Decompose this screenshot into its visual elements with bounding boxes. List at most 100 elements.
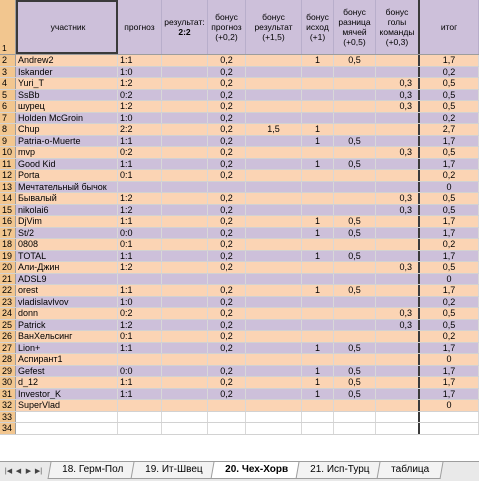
table-cell[interactable]: Investor_K — [16, 388, 118, 399]
table-cell[interactable] — [162, 216, 208, 227]
table-cell[interactable]: 1 — [302, 216, 334, 227]
table-cell[interactable]: 0,5 — [334, 158, 376, 169]
table-cell[interactable]: 0 — [420, 354, 479, 365]
table-cell[interactable] — [162, 89, 208, 100]
table-cell[interactable]: 1 — [302, 55, 334, 66]
table-cell[interactable] — [246, 400, 302, 411]
table-cell[interactable] — [246, 239, 302, 250]
table-cell[interactable] — [246, 78, 302, 89]
table-cell[interactable] — [246, 112, 302, 123]
table-cell[interactable]: 0,2 — [208, 296, 246, 307]
row-number[interactable]: 10 — [0, 147, 16, 158]
table-cell[interactable]: 0,5 — [420, 89, 479, 100]
table-cell[interactable] — [334, 101, 376, 112]
table-cell[interactable]: 0,5 — [420, 78, 479, 89]
table-cell[interactable]: 2:2 — [118, 124, 162, 135]
table-cell[interactable] — [162, 158, 208, 169]
table-cell[interactable]: 0,2 — [208, 308, 246, 319]
row-number[interactable]: 17 — [0, 227, 16, 238]
table-cell[interactable] — [162, 331, 208, 342]
table-cell[interactable] — [334, 204, 376, 215]
table-cell[interactable] — [334, 193, 376, 204]
row-number[interactable]: 12 — [0, 170, 16, 181]
table-cell[interactable] — [376, 273, 420, 284]
table-cell[interactable] — [208, 411, 246, 422]
table-cell[interactable] — [246, 342, 302, 353]
table-cell[interactable]: 0,3 — [376, 319, 420, 330]
table-cell[interactable]: Yuri_T — [16, 78, 118, 89]
row-number[interactable]: 26 — [0, 331, 16, 342]
table-cell[interactable]: 0,2 — [420, 112, 479, 123]
row-number[interactable]: 3 — [0, 66, 16, 77]
table-cell[interactable] — [334, 239, 376, 250]
table-cell[interactable] — [246, 147, 302, 158]
table-cell[interactable] — [246, 216, 302, 227]
table-cell[interactable] — [334, 319, 376, 330]
table-cell[interactable] — [334, 78, 376, 89]
table-cell[interactable] — [246, 423, 302, 434]
table-cell[interactable]: 1:1 — [118, 342, 162, 353]
row-number[interactable]: 30 — [0, 377, 16, 388]
table-cell[interactable]: 1 — [302, 388, 334, 399]
table-cell[interactable] — [162, 250, 208, 261]
table-cell[interactable]: 0,3 — [376, 308, 420, 319]
table-cell[interactable]: 0,5 — [334, 365, 376, 376]
table-cell[interactable] — [246, 250, 302, 261]
row-number[interactable]: 29 — [0, 365, 16, 376]
table-cell[interactable] — [376, 423, 420, 434]
table-cell[interactable] — [334, 273, 376, 284]
table-cell[interactable]: 0,2 — [420, 66, 479, 77]
table-cell[interactable]: 0,2 — [208, 262, 246, 273]
table-cell[interactable] — [246, 101, 302, 112]
table-cell[interactable] — [208, 400, 246, 411]
table-cell[interactable]: 0,3 — [376, 193, 420, 204]
table-cell[interactable]: donn — [16, 308, 118, 319]
last-sheet-icon[interactable]: ▶| — [34, 468, 43, 475]
row-number[interactable]: 27 — [0, 342, 16, 353]
sheet-tab[interactable]: 18. Герм-Пол — [47, 462, 138, 479]
table-cell[interactable] — [334, 262, 376, 273]
table-cell[interactable] — [334, 400, 376, 411]
table-cell[interactable] — [246, 296, 302, 307]
table-cell[interactable] — [334, 331, 376, 342]
table-cell[interactable]: 0,2 — [208, 124, 246, 135]
row-number[interactable]: 1 — [0, 0, 16, 54]
table-cell[interactable]: 1:2 — [118, 204, 162, 215]
table-cell[interactable] — [302, 423, 334, 434]
table-cell[interactable]: 0:1 — [118, 239, 162, 250]
table-cell[interactable] — [376, 239, 420, 250]
table-cell[interactable]: 0:2 — [118, 308, 162, 319]
table-cell[interactable]: Patria-o-Muerte — [16, 135, 118, 146]
table-cell[interactable]: SsBb — [16, 89, 118, 100]
table-cell[interactable] — [246, 170, 302, 181]
table-cell[interactable]: 1 — [302, 158, 334, 169]
header-bonus-team-goals[interactable]: бонус голы команды (+0,3) — [376, 0, 420, 54]
table-cell[interactable]: 0,2 — [420, 170, 479, 181]
table-cell[interactable] — [246, 227, 302, 238]
table-cell[interactable]: 0,2 — [208, 147, 246, 158]
table-cell[interactable] — [376, 170, 420, 181]
table-cell[interactable] — [302, 66, 334, 77]
header-participant[interactable]: участник — [16, 0, 118, 54]
table-cell[interactable]: 0,3 — [376, 89, 420, 100]
table-cell[interactable]: 1:1 — [118, 388, 162, 399]
table-cell[interactable] — [162, 55, 208, 66]
table-cell[interactable]: 1:0 — [118, 296, 162, 307]
table-cell[interactable]: Porta — [16, 170, 118, 181]
table-cell[interactable] — [420, 411, 479, 422]
table-cell[interactable]: 0,2 — [208, 227, 246, 238]
table-cell[interactable] — [376, 411, 420, 422]
table-cell[interactable] — [376, 250, 420, 261]
table-cell[interactable] — [208, 423, 246, 434]
table-cell[interactable]: 0,5 — [334, 216, 376, 227]
table-cell[interactable] — [162, 112, 208, 123]
table-cell[interactable]: 0 — [420, 273, 479, 284]
row-number[interactable]: 22 — [0, 285, 16, 296]
table-cell[interactable]: St/2 — [16, 227, 118, 238]
table-cell[interactable] — [162, 101, 208, 112]
table-cell[interactable] — [376, 342, 420, 353]
table-cell[interactable]: 1:1 — [118, 285, 162, 296]
table-cell[interactable]: 0,2 — [208, 112, 246, 123]
table-cell[interactable]: 0,5 — [420, 308, 479, 319]
table-cell[interactable]: 0 — [420, 400, 479, 411]
